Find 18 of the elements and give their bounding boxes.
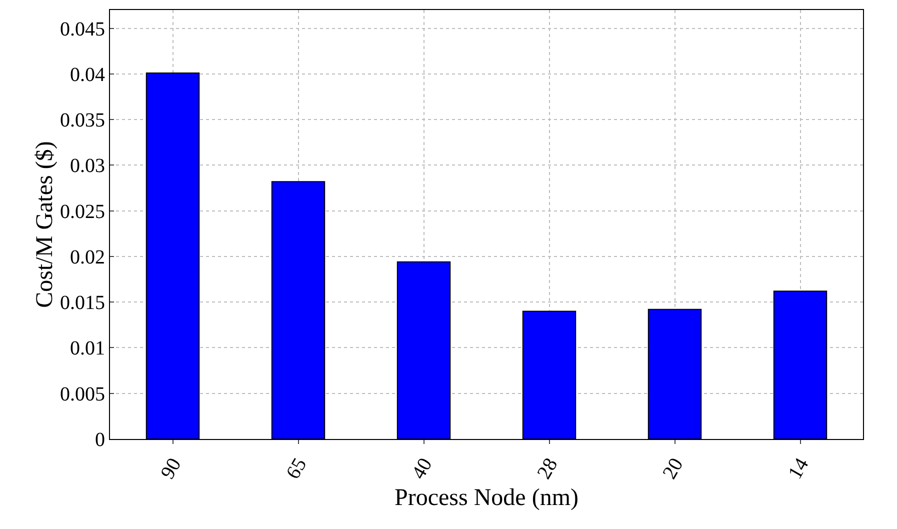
y-tick-label: 0.045 — [60, 18, 105, 40]
x-tick-label: 90 — [156, 454, 186, 483]
y-tick-label: 0.035 — [60, 110, 105, 132]
x-axis-title: Process Node (nm) — [394, 485, 578, 512]
x-tick-label: 65 — [282, 454, 312, 483]
x-tick-label: 28 — [533, 454, 562, 483]
y-tick-label: 0.015 — [60, 292, 105, 314]
y-tick-label: 0.02 — [70, 246, 105, 268]
y-tick-label: 0 — [95, 429, 105, 451]
x-tick-label: 20 — [658, 454, 688, 483]
y-tick-label: 0.01 — [70, 338, 105, 360]
x-tick-label: 40 — [408, 454, 437, 483]
y-tick-label: 0.005 — [60, 383, 105, 406]
y-tick-label: 0.025 — [60, 200, 105, 223]
y-tick-label: 0.03 — [70, 155, 105, 178]
x-tick-label: 14 — [784, 454, 814, 483]
y-axis-title: Cost/M Gates ($) — [32, 141, 58, 308]
y-tick-label: 0.04 — [70, 64, 105, 86]
